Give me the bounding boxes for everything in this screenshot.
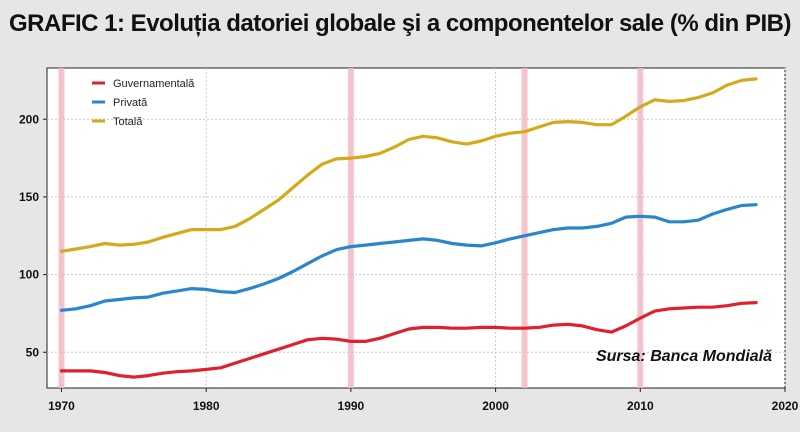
y-tick-label: 100	[19, 268, 39, 282]
y-tick-label: 150	[19, 190, 39, 204]
plot-area	[46, 67, 786, 389]
legend: Guvernamentală Privată Totală	[92, 78, 195, 128]
x-tick-label: 1990	[338, 399, 365, 413]
series-line	[59, 77, 758, 253]
series-line	[59, 203, 758, 312]
axes: 1970 1980 1990 2000 2010 2020 50 100 150 200	[19, 112, 799, 413]
legend-label: Guvernamentală	[113, 78, 195, 90]
chart-title: GRAFIC 1: Evoluția datoriei globale şi a…	[9, 10, 791, 37]
series-lines	[59, 77, 758, 379]
y-tick-label: 50	[26, 345, 40, 359]
x-tick-label: 1970	[48, 399, 75, 413]
y-tick-label: 200	[19, 112, 39, 126]
series-line	[59, 301, 758, 379]
x-tick-label: 2010	[627, 399, 654, 413]
x-tick-label: 2020	[772, 399, 799, 413]
legend-label: Totală	[113, 116, 143, 128]
x-tick-label: 2000	[482, 399, 509, 413]
x-tick-label: 1980	[193, 399, 220, 413]
source-note: Sursa: Banca Mondială	[596, 348, 772, 365]
legend-label: Privată	[113, 97, 148, 109]
highlight-band	[521, 68, 528, 388]
